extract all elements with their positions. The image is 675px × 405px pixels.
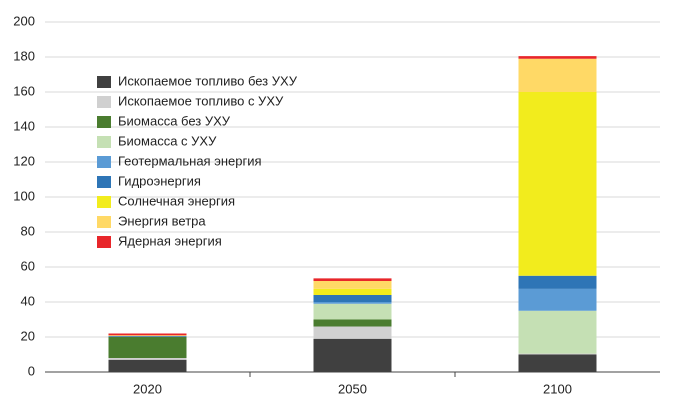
- legend-label: Биомасса без УХУ: [118, 113, 231, 128]
- bar-segment: [313, 319, 392, 327]
- legend-swatch: [97, 136, 111, 148]
- legend-label: Биомасса с УХУ: [118, 133, 217, 148]
- legend-swatch: [97, 176, 111, 188]
- bar-segment: [313, 288, 392, 295]
- legend-swatch: [97, 236, 111, 248]
- bar-segment: [108, 359, 187, 372]
- legend-swatch: [97, 216, 111, 228]
- bar-segment: [313, 302, 392, 304]
- bar-segment: [313, 303, 392, 320]
- bar-segment: [313, 326, 392, 339]
- bar-segment: [518, 353, 597, 355]
- y-tick-label: 80: [21, 223, 35, 238]
- bar-segment: [518, 56, 597, 59]
- bar-segment: [108, 333, 187, 336]
- y-tick-label: 20: [21, 328, 35, 343]
- y-tick-label: 0: [28, 363, 35, 378]
- x-tick-label: 2020: [133, 381, 162, 396]
- y-tick-label: 160: [13, 83, 35, 98]
- bar-segment: [313, 338, 392, 372]
- bar-segment: [518, 275, 597, 289]
- legend-swatch: [97, 96, 111, 108]
- legend-swatch: [97, 76, 111, 88]
- y-tick-label: 140: [13, 118, 35, 133]
- legend-label: Солнечная энергия: [118, 193, 235, 208]
- bar-segment: [108, 335, 187, 337]
- legend-label: Ископаемое топливо без УХУ: [118, 73, 298, 88]
- bar-segment: [108, 336, 187, 337]
- y-tick-label: 60: [21, 258, 35, 273]
- bar-segment: [518, 92, 597, 276]
- legend-swatch: [97, 116, 111, 128]
- x-tick-label: 2100: [543, 381, 572, 396]
- y-tick-label: 180: [13, 48, 35, 63]
- bar-segment: [518, 58, 597, 92]
- legend-label: Геотермальная энергия: [118, 153, 262, 168]
- y-tick-label: 100: [13, 188, 35, 203]
- x-tick-label: 2050: [338, 381, 367, 396]
- legend-swatch: [97, 196, 111, 208]
- legend-label: Энергия ветра: [118, 213, 206, 228]
- bar-segment: [313, 281, 392, 289]
- bar-segment: [313, 278, 392, 281]
- bar-segment: [518, 288, 597, 311]
- legend-label: Ядерная энергия: [118, 233, 222, 248]
- y-tick-label: 200: [13, 13, 35, 28]
- legend-swatch: [97, 156, 111, 168]
- bar-segment: [518, 310, 597, 354]
- bar-segment: [108, 337, 187, 358]
- legend-label: Гидроэнергия: [118, 173, 201, 188]
- y-tick-label: 120: [13, 153, 35, 168]
- y-tick-label: 40: [21, 293, 35, 308]
- legend-label: Ископаемое топливо с УХУ: [118, 93, 284, 108]
- bar-segment: [518, 354, 597, 372]
- bar-segment: [108, 358, 187, 360]
- bar-segment: [313, 295, 392, 302]
